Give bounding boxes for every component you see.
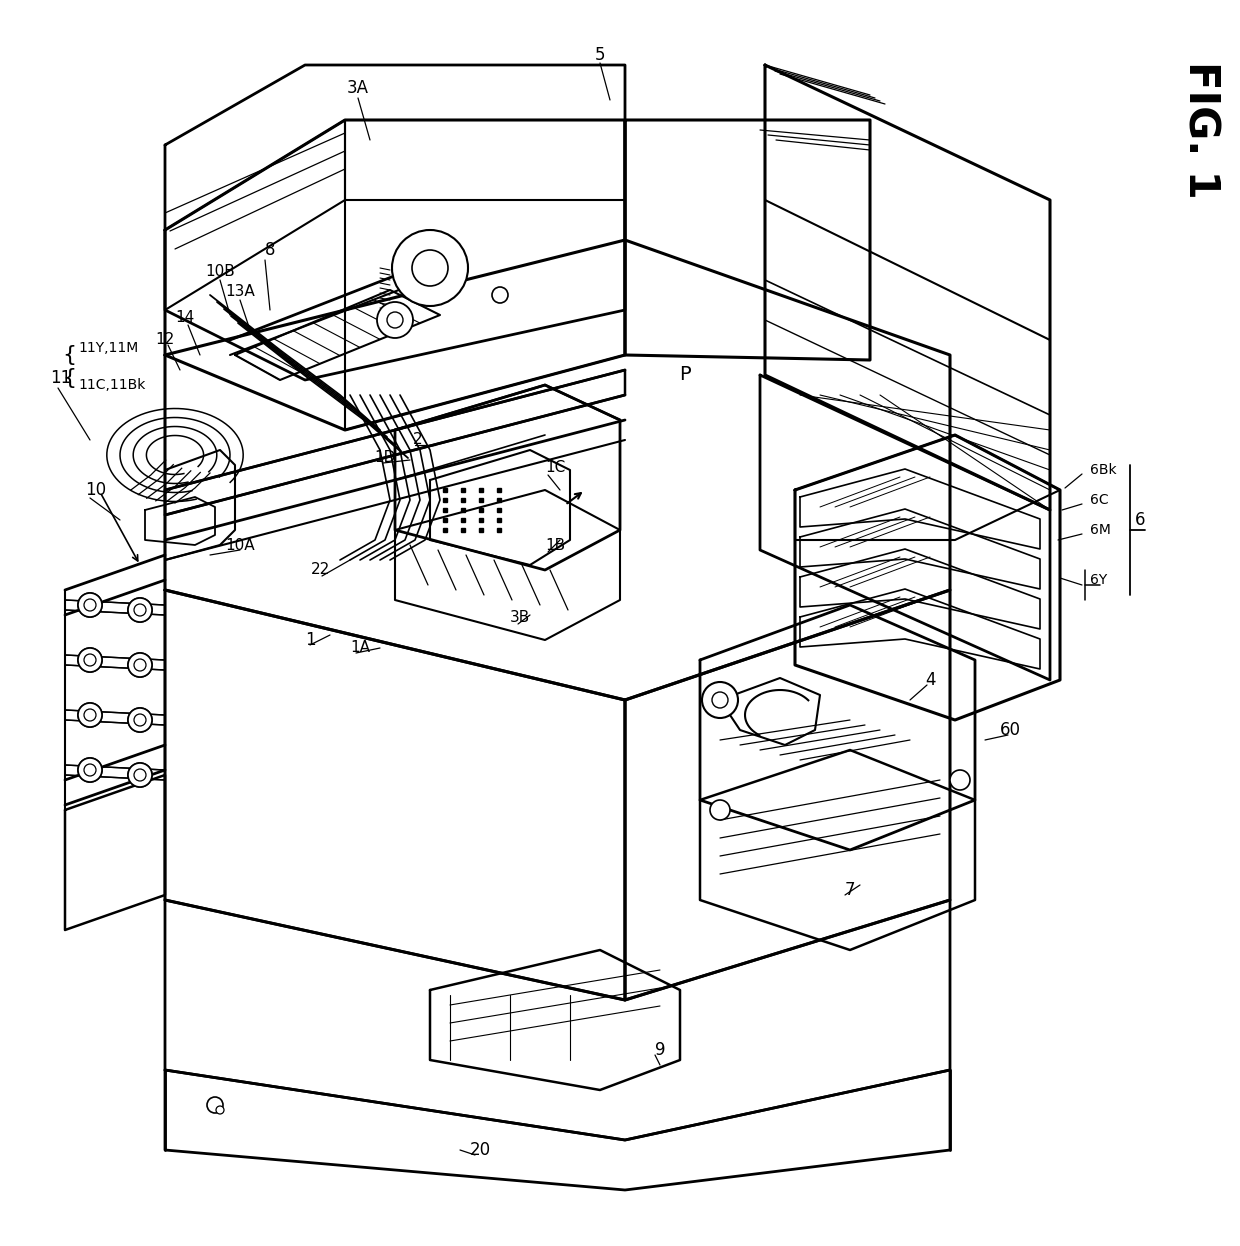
Circle shape <box>134 714 146 726</box>
Text: 11Y,11M: 11Y,11M <box>78 341 138 355</box>
Text: 6Bk: 6Bk <box>1090 464 1117 477</box>
Text: FIG. 1: FIG. 1 <box>1179 61 1221 199</box>
Circle shape <box>78 758 102 782</box>
Circle shape <box>84 599 95 611</box>
Text: 1B: 1B <box>544 537 565 552</box>
Text: 1A: 1A <box>350 640 370 655</box>
Text: 1: 1 <box>305 630 315 649</box>
Circle shape <box>134 769 146 781</box>
Circle shape <box>216 1106 224 1114</box>
Circle shape <box>492 287 508 303</box>
Text: 10A: 10A <box>226 537 254 552</box>
Circle shape <box>84 599 95 611</box>
Circle shape <box>128 763 153 787</box>
Circle shape <box>78 648 102 672</box>
Circle shape <box>84 764 95 776</box>
Text: {: { <box>62 345 76 365</box>
Circle shape <box>128 708 153 731</box>
Circle shape <box>78 593 102 617</box>
Text: 1C: 1C <box>544 461 565 476</box>
Circle shape <box>128 653 153 677</box>
Circle shape <box>134 714 146 726</box>
Text: P: P <box>680 365 691 385</box>
Circle shape <box>392 231 467 307</box>
Circle shape <box>84 709 95 721</box>
Text: 3B: 3B <box>510 611 531 625</box>
Text: 6Y: 6Y <box>1090 573 1107 587</box>
Circle shape <box>78 648 102 672</box>
Circle shape <box>84 709 95 721</box>
Text: 10B: 10B <box>205 264 234 279</box>
Circle shape <box>84 764 95 776</box>
Text: 10: 10 <box>86 481 107 498</box>
Circle shape <box>78 593 102 617</box>
Circle shape <box>134 604 146 616</box>
Circle shape <box>128 598 153 622</box>
Circle shape <box>128 653 153 677</box>
Text: 22: 22 <box>310 562 330 577</box>
Text: 6: 6 <box>1135 511 1146 530</box>
Circle shape <box>128 708 153 731</box>
Circle shape <box>207 1096 223 1113</box>
Text: 60: 60 <box>999 721 1021 739</box>
Circle shape <box>78 758 102 782</box>
Text: 4: 4 <box>925 672 935 689</box>
Text: 5: 5 <box>595 46 605 64</box>
Circle shape <box>387 312 403 328</box>
Text: 7: 7 <box>844 881 856 900</box>
Circle shape <box>84 654 95 667</box>
Circle shape <box>128 763 153 787</box>
Text: 11: 11 <box>50 369 71 388</box>
Text: 8: 8 <box>265 240 275 259</box>
Circle shape <box>128 598 153 622</box>
Text: {: { <box>62 368 76 388</box>
Circle shape <box>712 692 728 708</box>
Text: 11C,11Bk: 11C,11Bk <box>78 378 145 392</box>
Text: 3A: 3A <box>347 78 370 97</box>
Circle shape <box>702 682 738 718</box>
Circle shape <box>78 703 102 726</box>
Circle shape <box>134 769 146 781</box>
Text: 9: 9 <box>655 1040 665 1059</box>
Text: 1D: 1D <box>374 451 396 466</box>
Circle shape <box>84 654 95 667</box>
Circle shape <box>134 659 146 672</box>
Text: 12: 12 <box>155 333 175 348</box>
Circle shape <box>412 250 448 287</box>
Circle shape <box>950 770 970 790</box>
Text: 6C: 6C <box>1090 493 1109 507</box>
Circle shape <box>134 604 146 616</box>
Text: 13A: 13A <box>226 284 255 299</box>
Text: 6M: 6M <box>1090 523 1111 537</box>
Circle shape <box>377 302 413 338</box>
Text: 2: 2 <box>413 432 423 447</box>
Circle shape <box>134 659 146 672</box>
Circle shape <box>711 800 730 820</box>
Text: 14: 14 <box>175 310 195 325</box>
Circle shape <box>78 703 102 726</box>
Text: 20: 20 <box>470 1141 491 1159</box>
